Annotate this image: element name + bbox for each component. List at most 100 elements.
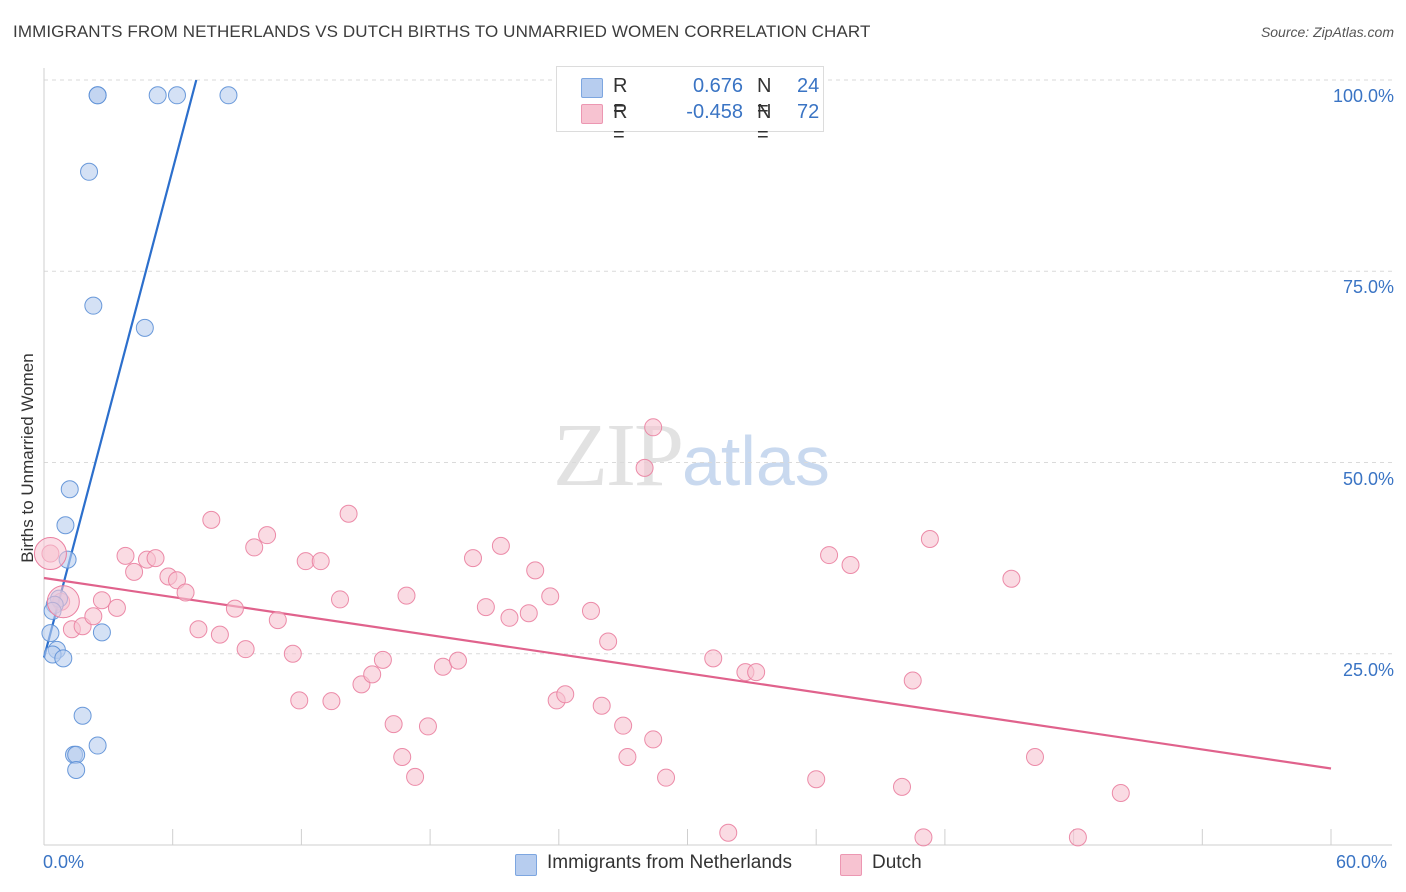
point-dutch <box>225 599 244 618</box>
point-dutch <box>657 768 676 787</box>
point-netherlands <box>219 86 238 105</box>
y-axis-label: Births to Unmarried Women <box>18 353 37 563</box>
point-dutch <box>433 657 452 676</box>
point-netherlands <box>56 516 75 535</box>
point-dutch <box>464 549 482 568</box>
point-netherlands <box>167 86 186 105</box>
point-netherlands <box>88 736 107 755</box>
point-dutch <box>1068 828 1087 847</box>
point-dutch <box>581 601 600 620</box>
legend-r-value: 0.676 <box>692 75 743 97</box>
point-dutch <box>592 696 611 715</box>
point-dutch <box>644 730 663 749</box>
point-netherlands <box>148 86 167 105</box>
point-dutch <box>635 458 654 477</box>
data-points <box>33 86 1130 847</box>
point-dutch <box>914 828 933 847</box>
point-dutch <box>116 546 135 565</box>
x-tick-label-max: 60.0% <box>1336 852 1388 872</box>
point-netherlands <box>67 745 86 764</box>
watermark-zip: ZIP <box>553 406 684 505</box>
point-dutch <box>820 546 839 565</box>
correlation-legend: R = 0.676 N = 24 R = -0.458 N = 72 <box>556 66 824 146</box>
point-dutch <box>202 510 221 529</box>
point-dutch <box>1025 748 1044 767</box>
point-netherlands <box>60 480 79 499</box>
point-dutch <box>236 640 255 659</box>
legend-r-label: R = <box>613 101 628 146</box>
point-dutch <box>476 598 495 617</box>
point-dutch <box>268 611 287 630</box>
bottom-legend-label-dutch: Dutch <box>872 852 922 873</box>
x-tick-label-min: 0.0% <box>43 852 85 872</box>
trend-line-dutch <box>43 576 1332 770</box>
point-dutch <box>920 530 939 548</box>
legend-r-label: R = <box>613 75 628 120</box>
gridlines <box>44 79 1392 655</box>
point-dutch <box>599 632 618 651</box>
point-dutch <box>704 649 723 668</box>
point-netherlands <box>92 623 111 642</box>
point-netherlands <box>41 624 60 643</box>
point-dutch-large <box>46 585 80 619</box>
point-dutch <box>125 562 144 581</box>
point-dutch-large <box>33 537 67 571</box>
legend-swatch-netherlands <box>581 78 603 98</box>
legend-n-value: 72 <box>797 101 820 123</box>
point-dutch <box>644 418 663 437</box>
point-dutch <box>283 644 302 663</box>
legend-swatch-dutch <box>581 104 603 124</box>
point-dutch <box>339 504 358 523</box>
watermark: ZIPatlas <box>553 404 830 507</box>
point-dutch <box>311 552 330 571</box>
point-dutch <box>296 552 315 571</box>
legend-r-value: -0.458 <box>686 101 743 123</box>
bottom-legend-label-netherlands: Immigrants from Netherlands <box>547 852 792 873</box>
point-dutch <box>418 717 437 736</box>
point-dutch <box>448 651 467 670</box>
watermark-atlas: atlas <box>682 422 830 500</box>
point-dutch <box>373 650 392 669</box>
point-netherlands <box>73 706 92 725</box>
point-dutch <box>245 538 264 557</box>
bottom-legend-swatch-dutch <box>840 854 862 876</box>
point-dutch <box>1111 783 1130 802</box>
point-dutch <box>893 777 911 796</box>
point-netherlands <box>135 318 154 337</box>
point-dutch <box>491 536 510 555</box>
point-dutch <box>747 663 766 682</box>
point-dutch <box>84 607 103 626</box>
legend-n-label: N = <box>757 75 772 120</box>
point-dutch <box>719 823 738 842</box>
point-netherlands <box>84 296 103 315</box>
point-dutch <box>393 748 412 767</box>
chart-source: Source: ZipAtlas.com <box>1260 24 1394 40</box>
point-dutch <box>331 590 350 609</box>
point-dutch <box>210 625 229 644</box>
chart-title: IMMIGRANTS FROM NETHERLANDS VS DUTCH BIR… <box>13 22 871 41</box>
point-netherlands <box>67 761 86 780</box>
legend-n-label: N = <box>757 101 772 146</box>
point-dutch <box>363 665 382 684</box>
point-dutch <box>519 604 538 623</box>
y-tick-label: 50.0% <box>1342 468 1394 489</box>
point-netherlands <box>54 649 73 668</box>
legend-n-value: 24 <box>797 75 820 97</box>
point-dutch <box>541 587 560 606</box>
y-tick-label: 100.0% <box>1332 86 1394 106</box>
point-dutch <box>397 586 416 605</box>
point-dutch <box>92 591 111 610</box>
point-dutch <box>614 716 633 735</box>
point-dutch <box>526 561 545 580</box>
point-dutch <box>107 598 126 617</box>
point-dutch <box>556 685 575 704</box>
point-dutch <box>322 692 341 711</box>
point-netherlands <box>88 86 107 105</box>
point-dutch <box>146 549 165 568</box>
point-dutch <box>384 715 403 734</box>
point-dutch <box>290 691 309 710</box>
point-dutch <box>176 583 195 602</box>
y-tick-label: 75.0% <box>1342 277 1394 298</box>
point-dutch <box>618 748 637 767</box>
